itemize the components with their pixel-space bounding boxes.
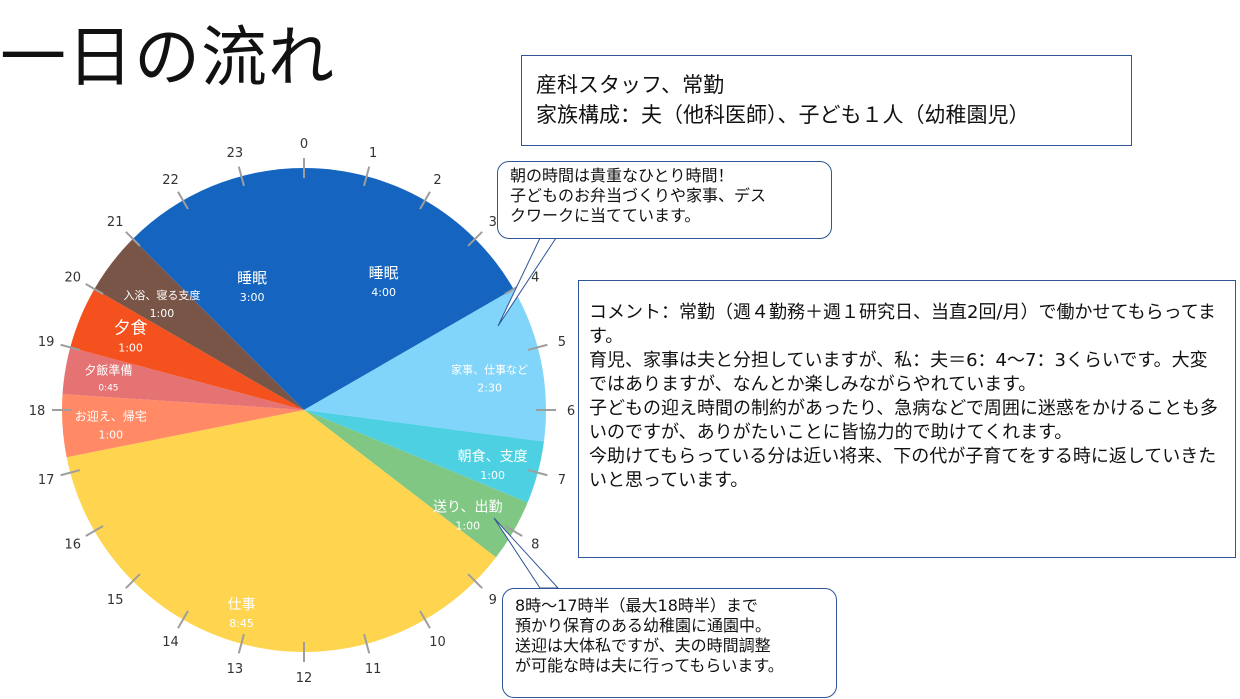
- hour-tick: [527, 343, 548, 351]
- hour-tick: [177, 191, 189, 210]
- hour-tick: [363, 166, 371, 187]
- hour-tick-label: 14: [162, 635, 179, 650]
- callout-kindergarten-line: が可能な時は夫に行ってもらいます。: [515, 656, 784, 675]
- hour-tick: [419, 610, 431, 629]
- slice-duration: 4:00: [371, 286, 396, 299]
- pie-slice: [66, 410, 496, 652]
- hour-tick: [504, 525, 523, 537]
- hour-tick: [527, 469, 548, 477]
- hour-tick-label: 16: [64, 538, 81, 553]
- hour-tick-label: 21: [107, 215, 124, 230]
- pie-slice: [94, 238, 305, 410]
- slice-label: 家事、仕事など: [451, 363, 528, 377]
- slice-label: 送り、出勤: [433, 499, 502, 515]
- callout-kindergarten-line: 8時～17時半（最大18時半）まで: [515, 596, 758, 615]
- hour-tick-label: 1: [369, 146, 377, 161]
- slice-label: 朝食、支度: [458, 448, 528, 465]
- hour-tick: [467, 231, 483, 247]
- slice-duration: 3:00: [240, 291, 265, 304]
- pie-slice: [304, 410, 544, 503]
- hour-tick-label: 23: [227, 146, 244, 161]
- slice-duration: 0:45: [98, 383, 118, 393]
- hour-tick-label: 18: [29, 404, 46, 419]
- hour-tick-label: 19: [38, 335, 55, 350]
- pie-slice: [304, 289, 546, 442]
- callout-morning: 朝の時間は貴重なひとり時間！ 子どものお弁当づくりや家事、デス クワークに当てて…: [497, 161, 832, 239]
- pie-slice: [304, 168, 514, 410]
- callout-morning-line: クワークに当てています。: [510, 206, 701, 225]
- hour-tick-label: 5: [558, 335, 566, 350]
- hour-tick-label: 13: [227, 662, 244, 677]
- hour-tick-label: 11: [365, 662, 382, 677]
- hour-tick-label: 15: [107, 593, 124, 608]
- slice-duration: 1:00: [480, 469, 505, 482]
- hour-tick-label: 2: [433, 173, 441, 188]
- hour-tick-label: 20: [64, 271, 81, 286]
- slice-label: 睡眠: [369, 264, 399, 282]
- slice-label: 入浴、寝る支度: [123, 288, 200, 302]
- slice-duration: 1:00: [150, 307, 175, 320]
- hour-tick-label: 10: [429, 635, 446, 650]
- hour-tick-label: 12: [296, 671, 313, 686]
- hour-tick: [60, 469, 81, 477]
- hour-tick: [363, 633, 371, 654]
- slice-duration: 2:30: [477, 382, 502, 395]
- pie-slice: [132, 168, 304, 410]
- slice-label: 仕事: [228, 597, 256, 613]
- profile-box: 産科スタッフ、常勤 家族構成：夫（他科医師）、子ども１人（幼稚園児）: [521, 55, 1132, 146]
- comment-box: コメント：常勤（週４勤務＋週１研究日、当直2回/月）で働かせてもらってます。 育…: [578, 280, 1236, 558]
- hour-tick-label: 9: [489, 593, 497, 608]
- pie-slice: [62, 347, 304, 410]
- hour-tick: [60, 343, 81, 351]
- hour-tick-label: 17: [38, 473, 55, 488]
- hour-tick: [237, 633, 245, 654]
- profile-role: 産科スタッフ、常勤: [536, 73, 725, 97]
- pie-slice: [304, 410, 528, 558]
- slice-label: 夕食: [114, 318, 148, 338]
- hour-tick-label: 7: [558, 473, 566, 488]
- slice-label: 睡眠: [237, 269, 267, 287]
- hour-tick: [125, 573, 141, 589]
- hour-tick: [125, 231, 141, 247]
- hour-tick: [177, 610, 189, 629]
- hour-tick: [85, 283, 104, 295]
- hour-tick-label: 6: [567, 404, 575, 419]
- hour-tick-label: 22: [162, 173, 179, 188]
- hour-tick-label: 4: [531, 271, 539, 286]
- slice-duration: 1:00: [455, 519, 480, 532]
- profile-family: 家族構成：夫（他科医師）、子ども１人（幼稚園児）: [536, 103, 1030, 127]
- callout-kindergarten: 8時～17時半（最大18時半）まで 預かり保育のある幼稚園に通園中。 送迎は大体…: [502, 588, 837, 698]
- callout-morning-line: 朝の時間は貴重なひとり時間！: [510, 166, 734, 185]
- callout-school-pointer: [493, 517, 560, 589]
- slice-label: 夕飯準備: [84, 362, 132, 377]
- callout-morning-line: 子どものお弁当づくりや家事、デス: [510, 186, 767, 205]
- hour-tick-label: 3: [489, 215, 497, 230]
- slice-duration: 1:00: [118, 341, 143, 354]
- pie-slice: [61, 394, 304, 458]
- pie-slice: [70, 289, 305, 410]
- hour-tick: [419, 191, 431, 210]
- callout-kindergarten-line: 預かり保育のある幼稚園に通園中。: [515, 616, 772, 635]
- callout-kindergarten-line: 送迎は大体私ですが、夫の時間調整: [515, 636, 771, 655]
- hour-tick: [467, 573, 483, 589]
- hour-tick: [85, 525, 104, 537]
- page-title: 一日の流れ: [0, 19, 335, 96]
- slice-label: お迎え、帰宅: [75, 409, 147, 424]
- slice-duration: 1:00: [98, 429, 123, 442]
- slice-duration: 8:45: [229, 617, 254, 630]
- hour-tick: [237, 166, 245, 187]
- hour-tick-label: 0: [300, 137, 308, 152]
- hour-tick-label: 8: [531, 538, 539, 553]
